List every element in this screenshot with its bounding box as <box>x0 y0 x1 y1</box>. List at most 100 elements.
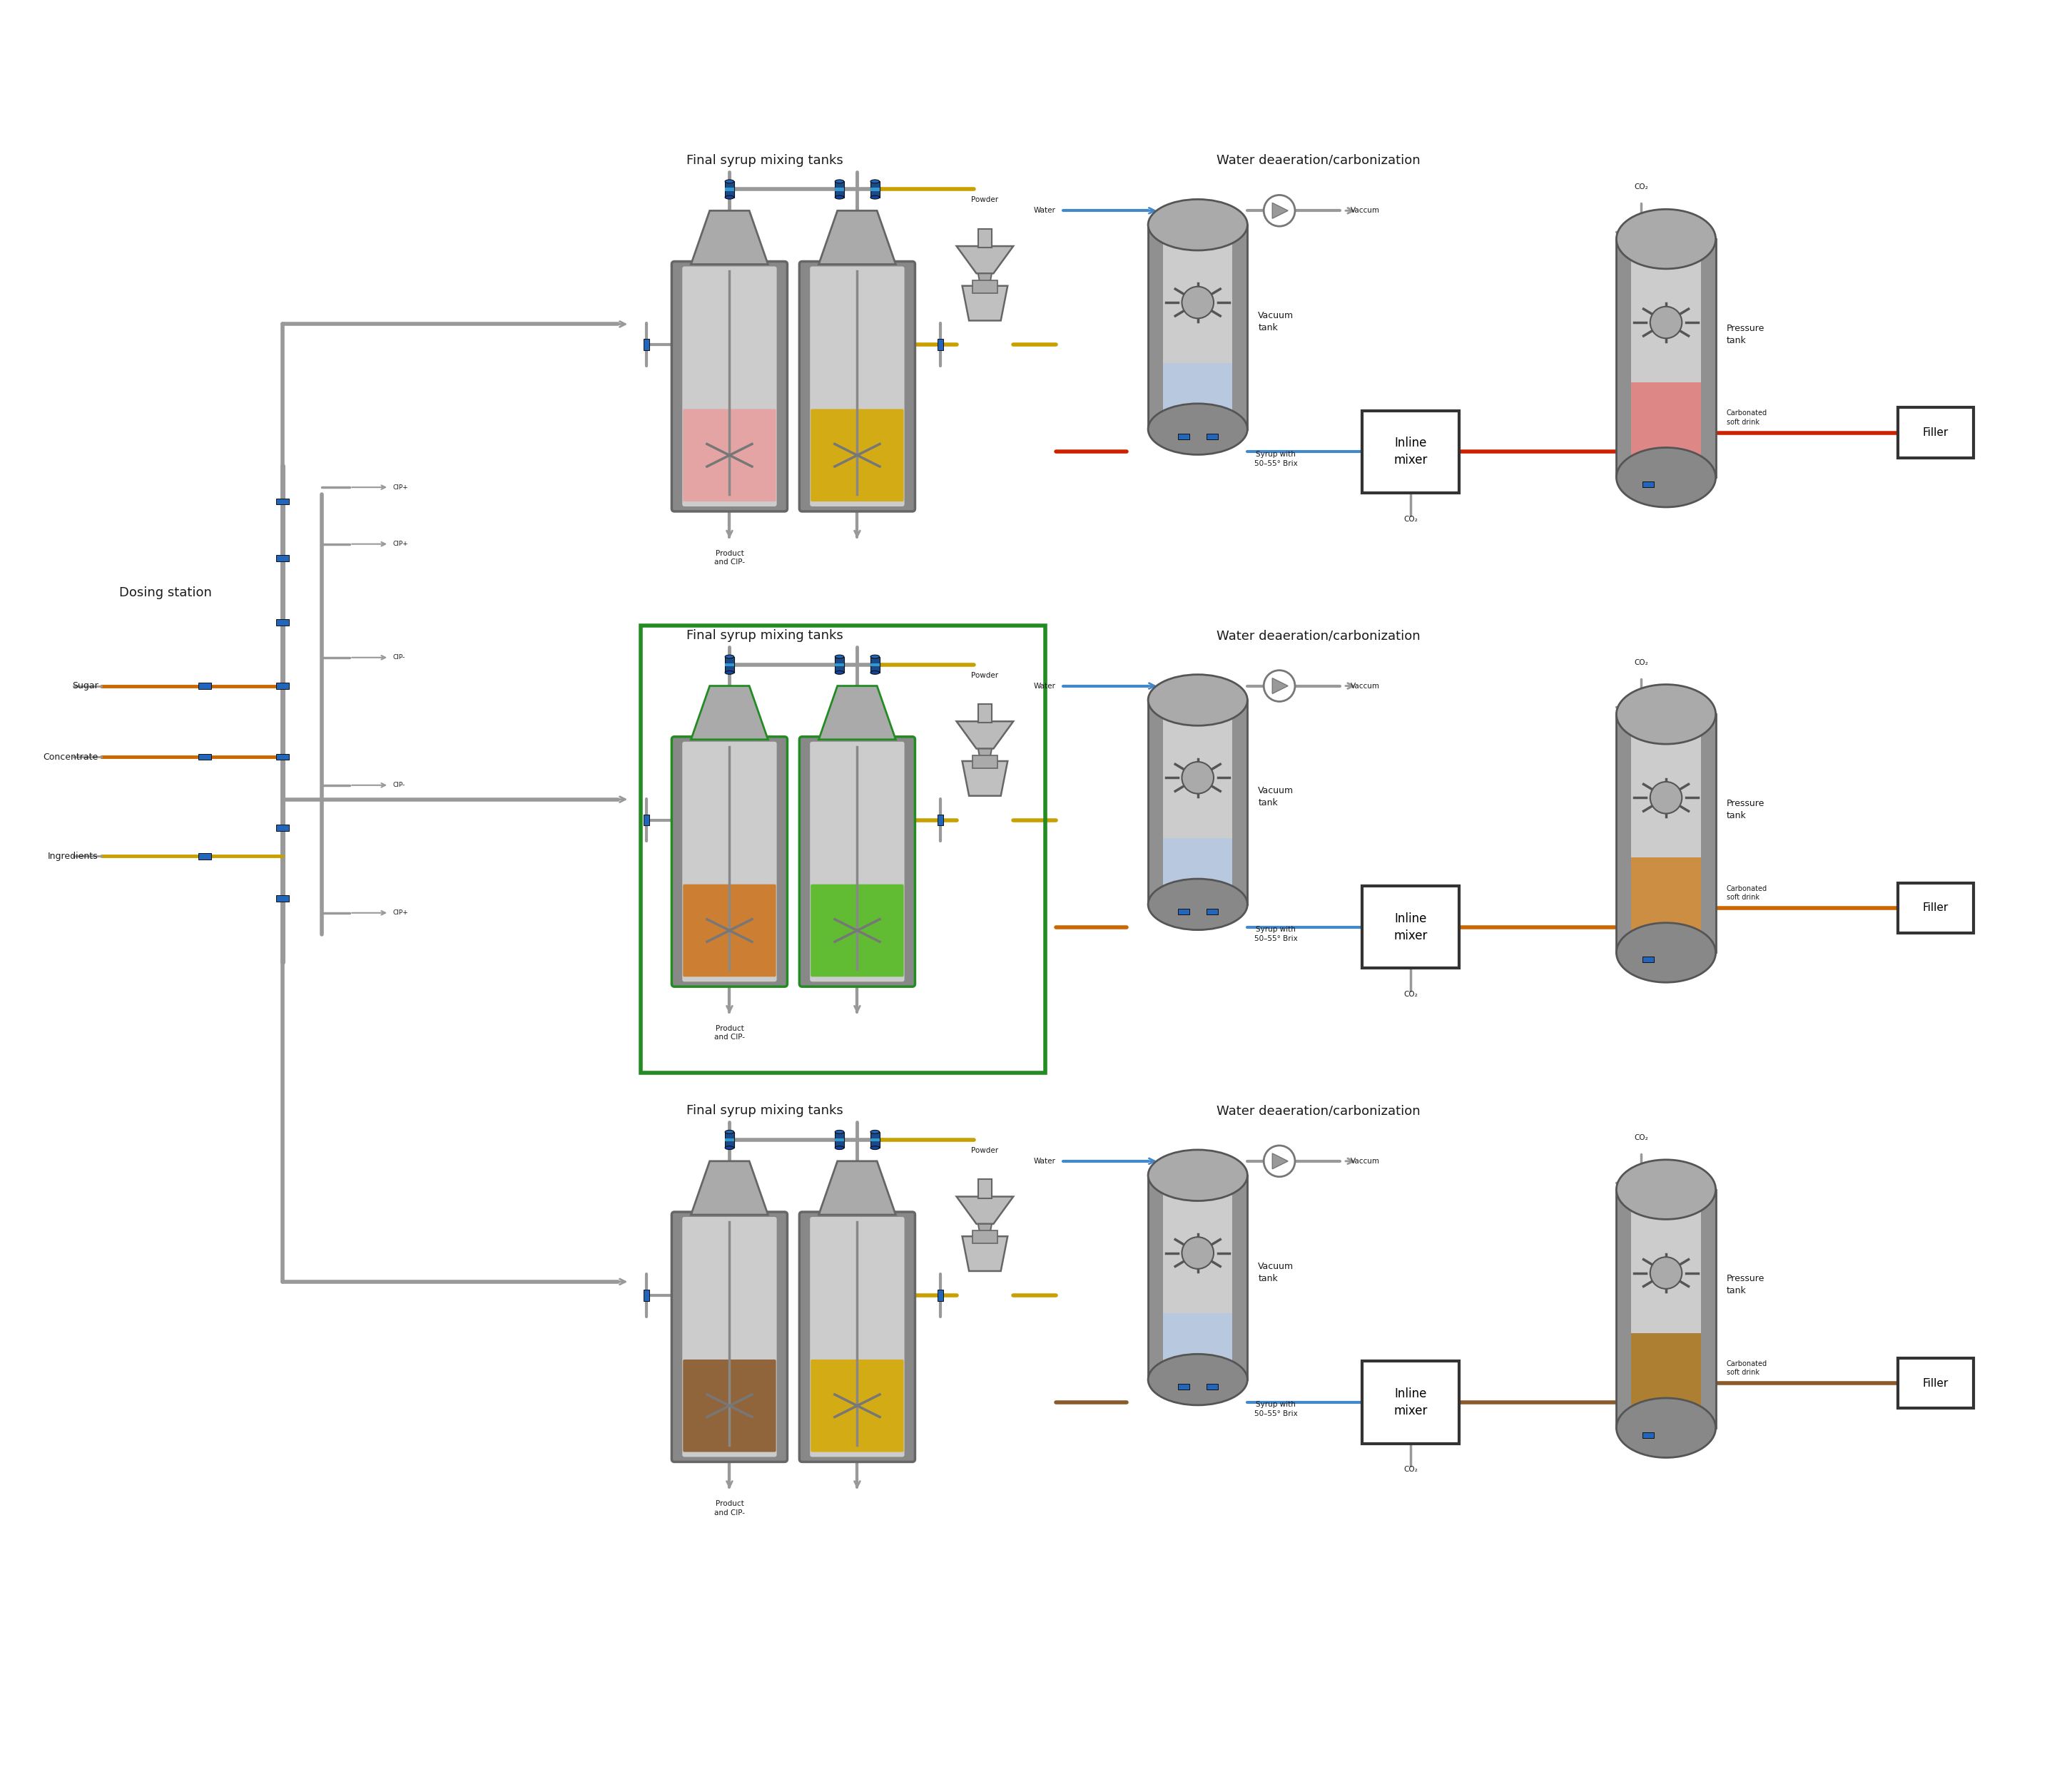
Bar <box>199 683 211 690</box>
Ellipse shape <box>1616 685 1716 745</box>
Circle shape <box>1264 1146 1295 1176</box>
FancyBboxPatch shape <box>800 1212 916 1461</box>
Circle shape <box>1264 670 1295 702</box>
Text: Water: Water <box>1034 1157 1057 1164</box>
Bar <box>1162 704 1233 900</box>
Bar <box>972 1231 997 1244</box>
Bar <box>725 182 733 198</box>
Text: Carbonated
soft drink: Carbonated soft drink <box>1726 1360 1767 1376</box>
FancyBboxPatch shape <box>684 884 777 976</box>
FancyBboxPatch shape <box>810 267 903 506</box>
Bar <box>978 1180 992 1198</box>
FancyBboxPatch shape <box>671 1212 787 1461</box>
Bar <box>725 1139 733 1141</box>
Text: Water: Water <box>1034 683 1057 690</box>
Text: CO₂: CO₂ <box>1403 991 1417 998</box>
Text: Carbonated
soft drink: Carbonated soft drink <box>1726 884 1767 900</box>
Polygon shape <box>978 748 992 761</box>
Bar <box>1631 1332 1701 1421</box>
Bar <box>1643 481 1653 486</box>
Circle shape <box>1181 287 1214 318</box>
Bar <box>725 1132 733 1148</box>
Bar <box>725 663 733 667</box>
Polygon shape <box>818 1160 895 1215</box>
Ellipse shape <box>835 670 843 674</box>
Bar <box>835 656 843 672</box>
Bar <box>1643 957 1653 962</box>
Text: Vaccum: Vaccum <box>1351 207 1380 214</box>
Bar <box>972 755 997 768</box>
Text: Powder: Powder <box>972 196 999 203</box>
Ellipse shape <box>870 670 879 674</box>
Text: Carbonated
soft drink: Carbonated soft drink <box>1726 410 1767 426</box>
Text: Powder: Powder <box>972 672 999 679</box>
Bar <box>276 499 288 504</box>
Text: Syrup with
50–55° Brix: Syrup with 50–55° Brix <box>1254 1401 1297 1417</box>
FancyBboxPatch shape <box>1363 886 1459 968</box>
Ellipse shape <box>835 1146 843 1150</box>
Polygon shape <box>957 1196 1013 1224</box>
Polygon shape <box>690 686 769 739</box>
FancyBboxPatch shape <box>810 409 903 501</box>
Text: Vacuum
tank: Vacuum tank <box>1258 1261 1293 1283</box>
Bar <box>276 824 288 831</box>
Text: Syrup with
50–55° Brix: Syrup with 50–55° Brix <box>1254 451 1297 467</box>
Bar <box>276 683 288 690</box>
Text: Final syrup mixing tanks: Final syrup mixing tanks <box>686 630 843 642</box>
Ellipse shape <box>725 1146 733 1150</box>
Bar <box>1616 239 1716 478</box>
Text: Powder: Powder <box>972 1146 999 1153</box>
FancyBboxPatch shape <box>1898 407 1973 458</box>
Text: Dosing station: Dosing station <box>120 587 211 600</box>
Text: mixer: mixer <box>1394 455 1428 467</box>
Polygon shape <box>818 686 895 739</box>
Bar <box>1643 1433 1653 1438</box>
Polygon shape <box>961 761 1007 796</box>
Bar <box>1162 1178 1233 1376</box>
Text: CO₂: CO₂ <box>1403 1467 1417 1474</box>
Ellipse shape <box>1148 674 1247 725</box>
Bar <box>1177 1383 1189 1389</box>
Ellipse shape <box>870 180 879 184</box>
Bar <box>276 555 288 561</box>
Bar <box>1162 839 1233 897</box>
Bar <box>199 754 211 761</box>
Text: CIP+: CIP+ <box>392 541 408 547</box>
FancyBboxPatch shape <box>1898 883 1973 932</box>
Polygon shape <box>690 211 769 264</box>
Ellipse shape <box>1616 923 1716 982</box>
Text: Inline: Inline <box>1394 1387 1428 1401</box>
Polygon shape <box>978 274 992 287</box>
Circle shape <box>1181 1237 1214 1268</box>
Text: mixer: mixer <box>1394 929 1428 941</box>
Bar <box>1162 1313 1233 1373</box>
FancyBboxPatch shape <box>682 1217 777 1458</box>
Text: Vaccum: Vaccum <box>1351 1157 1380 1164</box>
FancyBboxPatch shape <box>682 267 777 506</box>
Bar <box>1162 363 1233 423</box>
Ellipse shape <box>725 670 733 674</box>
Bar <box>644 1290 649 1300</box>
Text: O₂ in water <1 ppm: O₂ in water <1 ppm <box>1152 876 1216 883</box>
Text: Pressure
tank: Pressure tank <box>1726 1274 1765 1295</box>
Polygon shape <box>690 1160 769 1215</box>
Bar <box>1616 1189 1716 1428</box>
Text: Product
and CIP-: Product and CIP- <box>715 1024 744 1040</box>
FancyBboxPatch shape <box>1363 410 1459 494</box>
Bar <box>1206 1383 1218 1389</box>
Ellipse shape <box>835 655 843 658</box>
Text: O₂ in water <1 ppm: O₂ in water <1 ppm <box>1152 402 1216 407</box>
Ellipse shape <box>870 1146 879 1150</box>
Circle shape <box>1649 306 1682 338</box>
Polygon shape <box>957 722 1013 748</box>
Text: Final syrup mixing tanks: Final syrup mixing tanks <box>686 154 843 166</box>
Bar <box>937 1290 943 1300</box>
Text: CIP+: CIP+ <box>392 909 408 916</box>
Circle shape <box>1181 762 1214 794</box>
Bar <box>937 814 943 826</box>
Bar <box>1206 433 1218 439</box>
FancyBboxPatch shape <box>1363 1360 1459 1444</box>
FancyBboxPatch shape <box>1898 1359 1973 1408</box>
Text: Pressure
tank: Pressure tank <box>1726 324 1765 345</box>
Polygon shape <box>1272 1153 1289 1169</box>
